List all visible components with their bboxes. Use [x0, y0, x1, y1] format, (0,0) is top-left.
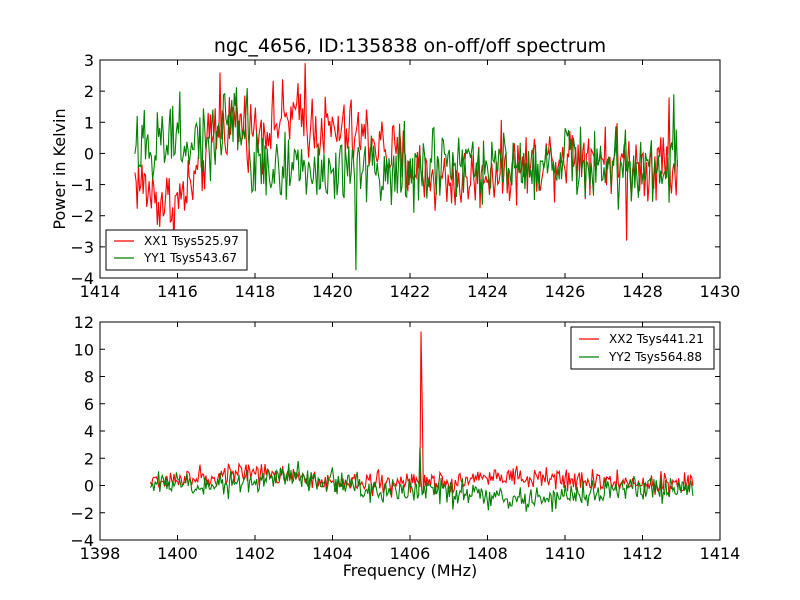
top-y-tick-label: 1 — [84, 113, 94, 132]
bottom-y-tick-label: 10 — [74, 340, 94, 359]
bottom-x-axis-label: Frequency (MHz) — [343, 561, 477, 580]
top-series-xx1-line — [134, 63, 678, 243]
bottom-x-tick-label: 1406 — [390, 544, 431, 563]
top-y-tick-label: −3 — [70, 238, 94, 257]
bottom-y-tick-label: −2 — [70, 504, 94, 523]
bottom-ticks-layer: 1398 1400 1402 1404 1406 1408 1410 1412 1414 −4 −2… — [70, 313, 740, 563]
top-x-tick-label: 1430 — [700, 282, 741, 301]
top-ticks-layer: 1414 1416 1418 1420 1422 1424 1426 1428 1430 −4 −3… — [70, 51, 740, 301]
bottom-x-tick-label: 1412 — [622, 544, 663, 563]
bottom-plot-frame — [99, 321, 721, 541]
bottom-x-tick-label: 1410 — [545, 544, 586, 563]
top-x-tick-label: 1426 — [545, 282, 586, 301]
top-series-yy1-line — [134, 87, 678, 271]
top-x-tick-label: 1420 — [312, 282, 353, 301]
top-y-tick-label: 2 — [84, 82, 94, 101]
top-series-layer — [134, 63, 678, 271]
bottom-y-tick-label: 4 — [84, 422, 94, 441]
top-subplot: ngc_4656, ID:135838 on-off/off spectrum … — [50, 35, 740, 301]
chart-title: ngc_4656, ID:135838 on-off/off spectrum — [214, 35, 606, 57]
bottom-subplot: Frequency (MHz) 1398 1400 1402 1404 1406 1408… — [70, 313, 740, 580]
top-x-tick-label: 1422 — [390, 282, 431, 301]
top-legend-label-yy1: YY1 Tsys543.67 — [143, 251, 237, 265]
bottom-y-tick-label: 0 — [84, 477, 94, 496]
bottom-x-tick-label: 1408 — [467, 544, 508, 563]
bottom-x-tick-label: 1398 — [80, 544, 121, 563]
bottom-series-xx2-line — [149, 331, 694, 498]
top-y-axis-label: Power in Kelvin — [50, 108, 69, 229]
bottom-y-tick-label: 6 — [84, 395, 94, 414]
bottom-y-tick-label: 8 — [84, 368, 94, 387]
top-legend-label-xx1: XX1 Tsys525.97 — [144, 234, 239, 248]
top-y-tick-label: 3 — [84, 51, 94, 70]
top-x-tick-label: 1428 — [622, 282, 663, 301]
bottom-legend: XX2 Tsys441.21 YY2 Tsys564.88 — [570, 326, 715, 370]
top-x-tick-label: 1424 — [467, 282, 508, 301]
top-y-tick-label: −2 — [70, 207, 94, 226]
top-y-tick-label: 0 — [84, 144, 94, 163]
top-x-tick-label: 1416 — [157, 282, 198, 301]
bottom-x-tick-label: 1400 — [157, 544, 198, 563]
bottom-legend-box — [570, 326, 715, 370]
bottom-x-tick-label: 1404 — [312, 544, 353, 563]
top-y-tick-label: −1 — [70, 176, 94, 195]
bottom-legend-label-yy2: YY2 Tsys564.88 — [608, 350, 702, 364]
bottom-legend-label-xx2: XX2 Tsys441.21 — [609, 332, 704, 346]
bottom-x-tick-label: 1414 — [700, 544, 741, 563]
bottom-y-tick-label: 2 — [84, 449, 94, 468]
bottom-series-yy2-line — [149, 447, 694, 512]
bottom-series-layer — [149, 331, 694, 512]
bottom-y-tick-label: 12 — [74, 313, 94, 332]
top-legend-box — [105, 229, 248, 271]
top-x-tick-label: 1414 — [80, 282, 121, 301]
top-x-tick-label: 1418 — [235, 282, 276, 301]
top-plot-frame — [99, 59, 721, 279]
bottom-x-tick-label: 1402 — [235, 544, 276, 563]
top-y-tick-label: −4 — [70, 269, 94, 288]
top-legend: XX1 Tsys525.97 YY1 Tsys543.67 — [105, 229, 248, 271]
bottom-y-tick-label: −4 — [70, 531, 94, 550]
